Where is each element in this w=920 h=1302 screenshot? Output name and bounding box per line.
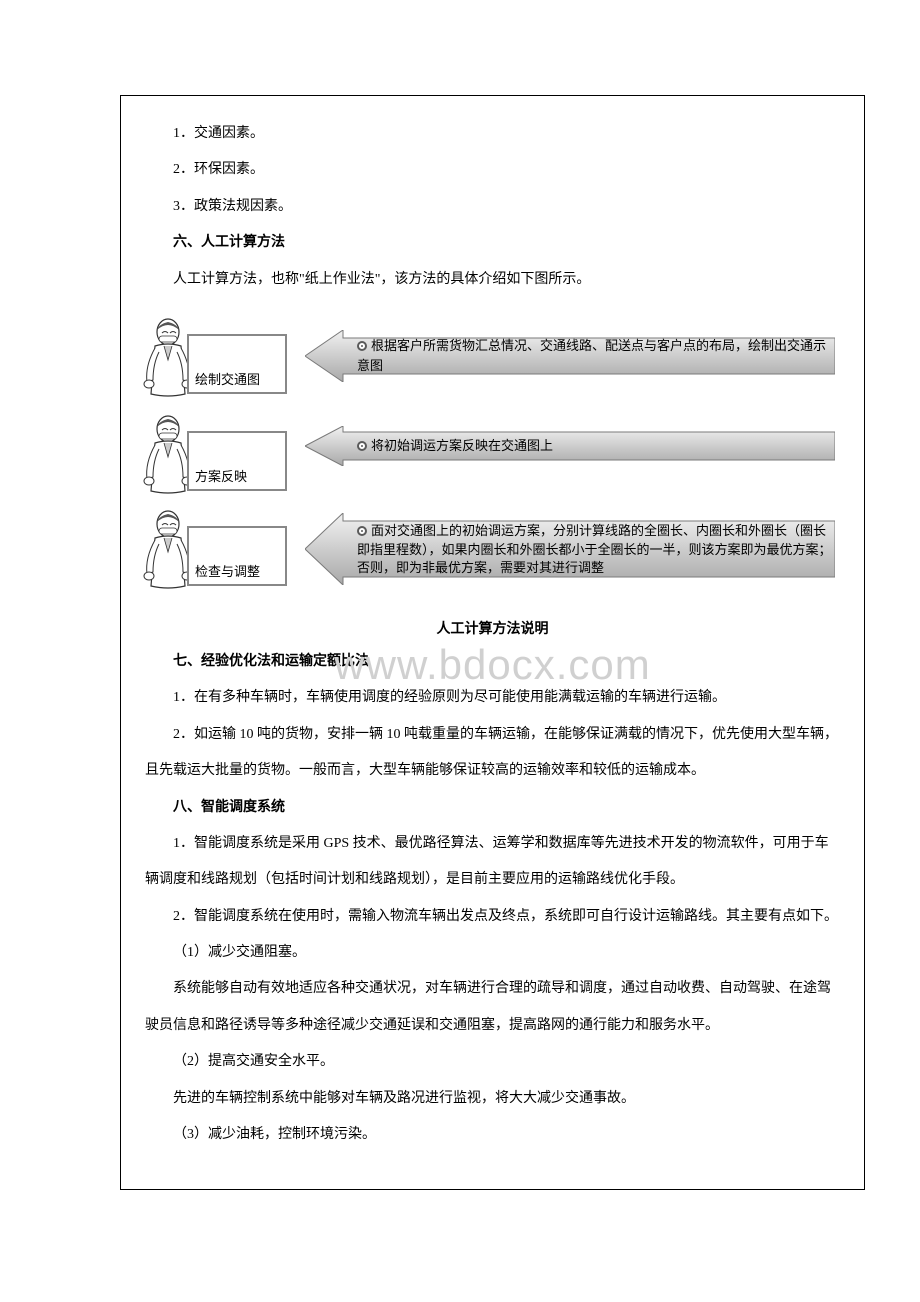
diagram-step-1: 绘制交通图 xyxy=(145,316,300,404)
section-8-para-1: 1．智能调度系统是采用 GPS 技术、最优路径算法、运筹学和数据库等先进技术开发… xyxy=(145,826,840,899)
section-8-sub-2-title: （2）提高交通安全水平。 xyxy=(145,1044,840,1080)
diagram-step-3: 检查与调整 xyxy=(145,508,300,596)
bullet-icon xyxy=(357,341,367,351)
section-8-sub-3-title: （3）减少油耗，控制环境污染。 xyxy=(145,1117,840,1153)
diagram-step-2: 方案反映 xyxy=(145,413,300,501)
section-8-sub-1-body: 系统能够自动有效地适应各种交通状况，对车辆进行合理的疏导和调度，通过自动收费、自… xyxy=(145,971,840,1044)
section-8-para-2: 2．智能调度系统在使用时，需输入物流车辆出发点及终点，系统即可自行设计运输路线。… xyxy=(145,899,840,935)
list-item: 2．环保因素。 xyxy=(145,152,840,188)
list-item: 3．政策法规因素。 xyxy=(145,189,840,225)
manual-calc-diagram: 绘制交通图 根据客户所需货物汇总情况、交通线路、配送点与客户点的布局，绘制出交通… xyxy=(145,308,840,608)
bullet-icon xyxy=(357,526,367,536)
diagram-step-3-desc: 面对交通图上的初始调运方案，分别计算线路的全圈长、内圈长和外圈长（圈长即指里程数… xyxy=(357,521,837,579)
section-7-para-2: 2．如运输 10 吨的货物，安排一辆 10 吨载重量的车辆运输，在能够保证满载的… xyxy=(145,717,840,790)
diagram-step-1-desc: 根据客户所需货物汇总情况、交通线路、配送点与客户点的布局，绘制出交通示意图 xyxy=(357,336,832,376)
list-item: 1．交通因素。 xyxy=(145,116,840,152)
diagram-caption: 人工计算方法说明 xyxy=(145,618,840,638)
diagram-step-2-desc: 将初始调运方案反映在交通图上 xyxy=(357,436,832,456)
section-8-sub-2-body: 先进的车辆控制系统中能够对车辆及路况进行监视，将大大减少交通事故。 xyxy=(145,1081,840,1117)
section-8-sub-1-title: （1）减少交通阻塞。 xyxy=(145,935,840,971)
section-heading-8: 八、智能调度系统 xyxy=(145,790,840,826)
bullet-icon xyxy=(357,441,367,451)
section-heading-6: 六、人工计算方法 xyxy=(145,225,840,261)
section-6-intro: 人工计算方法，也称"纸上作业法"，该方法的具体介绍如下图所示。 xyxy=(145,262,840,298)
diagram-step-3-label: 检查与调整 xyxy=(187,526,287,586)
diagram-step-1-label: 绘制交通图 xyxy=(187,334,287,394)
diagram-step-2-label: 方案反映 xyxy=(187,431,287,491)
section-7-para-1: 1．在有多种车辆时，车辆使用调度的经验原则为尽可能使用能满载运输的车辆进行运输。 xyxy=(145,680,840,716)
section-heading-7: 七、经验优化法和运输定额比法 xyxy=(145,644,840,680)
